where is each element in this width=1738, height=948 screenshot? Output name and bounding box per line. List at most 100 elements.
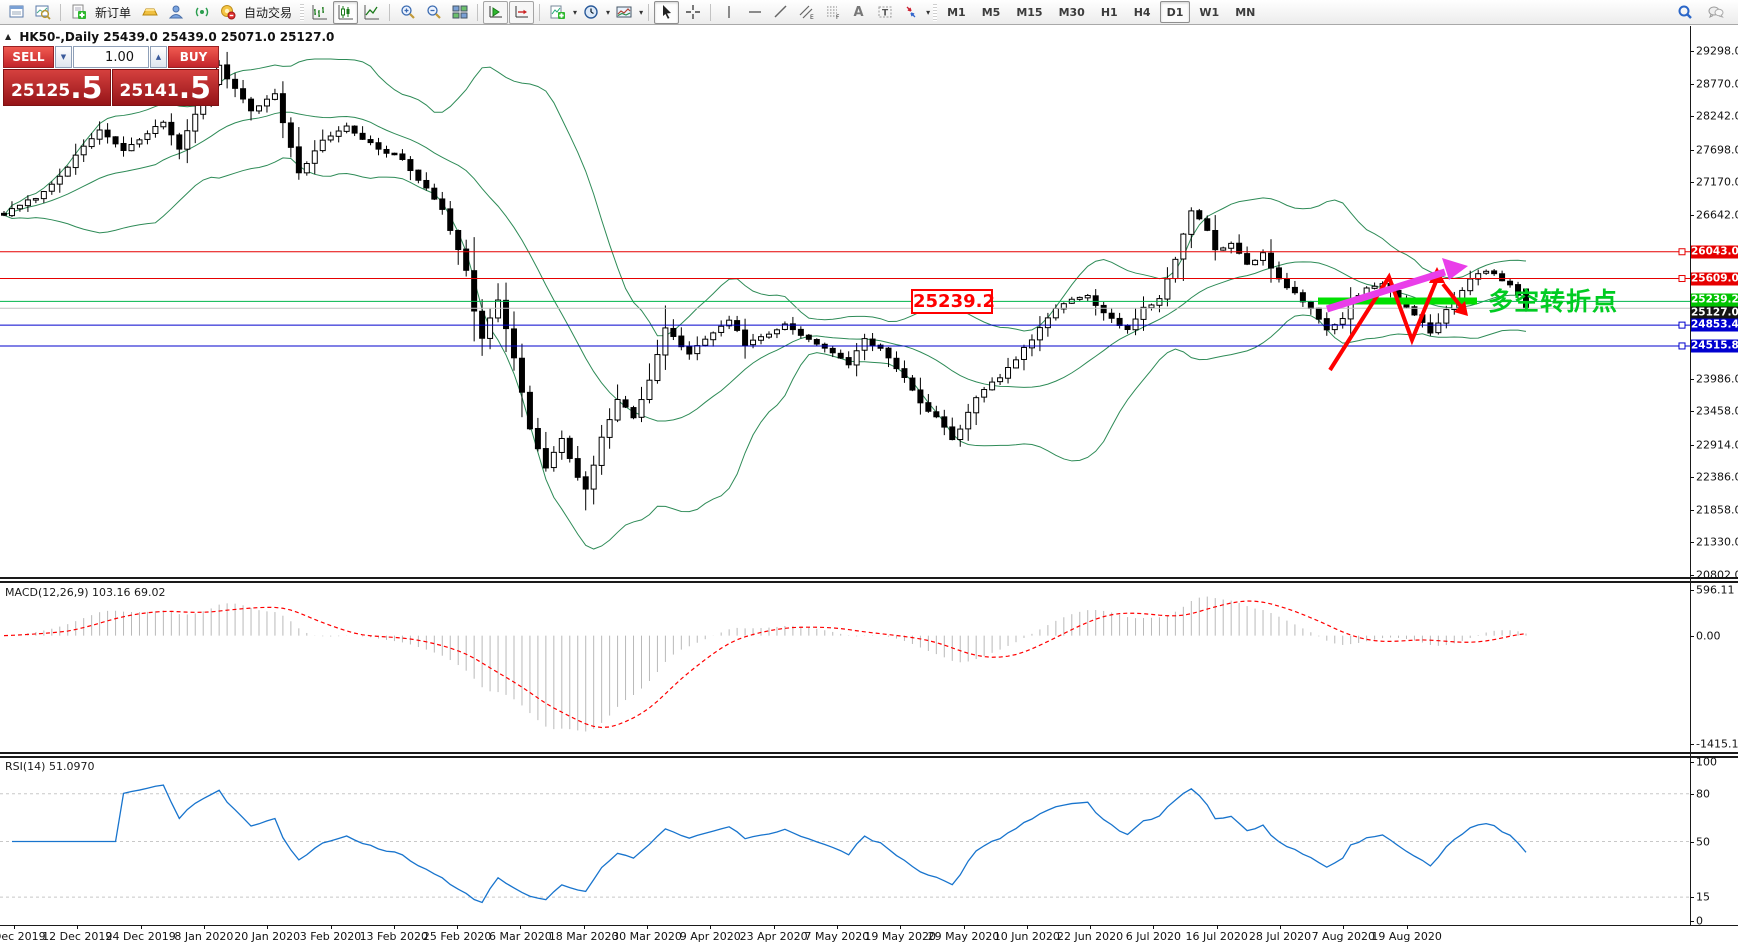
level-handle[interactable] xyxy=(1678,321,1686,329)
timeframe-w1-button[interactable]: W1 xyxy=(1199,5,1220,19)
templates-button[interactable] xyxy=(611,1,636,24)
price-axis-tickmark xyxy=(1690,214,1694,216)
time-axis-label[interactable]: 6 Mar 2020 xyxy=(489,930,552,943)
level-handle[interactable] xyxy=(1678,342,1686,350)
level-handle[interactable] xyxy=(1678,248,1686,256)
time-axis-label[interactable]: 19 May 2020 xyxy=(864,930,937,943)
panel-separator[interactable] xyxy=(0,756,1738,758)
time-axis-label[interactable]: 6 Jul 2020 xyxy=(1125,930,1182,943)
price-level-box[interactable]: 25239.2 xyxy=(911,289,995,314)
sell-price-display[interactable]: 25125.5 xyxy=(3,69,111,106)
tile-windows-button[interactable] xyxy=(447,1,472,24)
timeframe-m1-button[interactable]: M1 xyxy=(947,5,966,19)
price-level-label[interactable]: 25609.0 xyxy=(1691,272,1738,286)
new-order-button[interactable] xyxy=(66,1,91,24)
price-level-label[interactable]: 25239.2 xyxy=(1691,293,1738,307)
chat-button[interactable] xyxy=(1703,1,1728,24)
volume-increase-button[interactable]: ▲ xyxy=(150,46,167,68)
volume-decrease-button[interactable]: ▼ xyxy=(55,46,72,68)
arrows-dropdown[interactable]: ▾ xyxy=(926,7,931,17)
time-axis-label[interactable]: 23 Apr 2020 xyxy=(739,930,808,943)
zoom-in-button[interactable] xyxy=(395,1,420,24)
turning-point-annotation[interactable]: 多空转折点 xyxy=(1488,287,1619,316)
time-axis-label[interactable]: 30 Mar 2020 xyxy=(612,930,682,943)
time-axis-label[interactable]: 19 Aug 2020 xyxy=(1371,930,1442,943)
time-axis-label[interactable]: 2 Dec 2019 xyxy=(0,930,46,943)
chart-shift-button[interactable] xyxy=(509,0,535,24)
time-axis-label[interactable]: 20 Jan 2020 xyxy=(234,930,301,943)
price-level-label[interactable]: 26043.0 xyxy=(1691,245,1738,259)
time-axis-label[interactable]: 9 Apr 2020 xyxy=(679,930,741,943)
red-zigzag-arrow[interactable] xyxy=(1328,272,1439,372)
window-list-button[interactable] xyxy=(4,1,29,24)
panel-separator[interactable] xyxy=(0,581,1738,583)
text-label-button[interactable]: T xyxy=(872,1,897,24)
level-handle[interactable] xyxy=(1678,275,1686,283)
volume-input[interactable]: 1.00 xyxy=(73,46,149,68)
magenta-trend-arrow[interactable] xyxy=(1325,268,1447,313)
timeframe-m15-button[interactable]: M15 xyxy=(1016,5,1043,19)
time-axis-label[interactable]: 16 Jul 2020 xyxy=(1185,930,1248,943)
candlestick-chart-button[interactable] xyxy=(333,0,359,24)
buy-button[interactable]: BUY xyxy=(168,46,219,68)
macd-panel[interactable] xyxy=(0,583,1690,753)
collapse-ohlc-icon[interactable]: ▲ xyxy=(5,32,12,41)
cursor-button[interactable] xyxy=(654,0,680,24)
signals-button[interactable] xyxy=(189,1,214,24)
timeframe-mn-button[interactable]: MN xyxy=(1235,5,1256,19)
arrows-button[interactable] xyxy=(898,1,923,24)
timeframe-m30-button[interactable]: M30 xyxy=(1058,5,1085,19)
time-axis-label[interactable]: 28 Jul 2020 xyxy=(1248,930,1312,943)
new-order-label[interactable]: 新订单 xyxy=(95,5,132,20)
time-axis-label[interactable]: 8 Jan 2020 xyxy=(174,930,234,943)
indicators-dropdown[interactable]: ▾ xyxy=(573,7,578,17)
time-axis-label[interactable]: 7 May 2020 xyxy=(804,930,870,943)
history-center-button[interactable] xyxy=(137,1,162,24)
time-axis-label[interactable]: 13 Feb 2020 xyxy=(359,930,429,943)
price-level-label[interactable]: 25127.0 xyxy=(1691,306,1738,320)
price-chart[interactable] xyxy=(0,26,1690,578)
horizontal-line-button[interactable] xyxy=(742,1,767,24)
autotrading-button[interactable] xyxy=(215,1,240,24)
time-axis-tickmark xyxy=(1406,925,1408,929)
periods-button[interactable] xyxy=(578,1,603,24)
timeframe-d1-button[interactable]: D1 xyxy=(1159,1,1191,23)
timeframe-m5-button[interactable]: M5 xyxy=(981,5,1001,19)
trendline-button[interactable] xyxy=(768,1,793,24)
indicators-button[interactable] xyxy=(545,1,570,24)
search-button[interactable] xyxy=(1672,1,1697,24)
periods-dropdown[interactable]: ▾ xyxy=(606,7,611,17)
buy-price-display[interactable]: 25141.5 xyxy=(111,69,219,106)
rsi-panel[interactable] xyxy=(0,758,1690,925)
time-axis-label[interactable]: 7 Aug 2020 xyxy=(1311,930,1376,943)
fibonacci-button[interactable]: F xyxy=(820,1,845,24)
time-axis-label[interactable]: 29 May 2020 xyxy=(927,930,1000,943)
sell-button[interactable]: SELL xyxy=(3,46,54,68)
time-axis-label[interactable]: 18 Mar 2020 xyxy=(548,930,619,943)
price-level-label[interactable]: 24853.4 xyxy=(1691,318,1738,332)
chart-profile-button[interactable] xyxy=(30,1,55,24)
vertical-line-button[interactable] xyxy=(716,1,741,24)
time-axis-label[interactable]: 25 Feb 2020 xyxy=(422,930,492,943)
time-axis-label[interactable]: 10 Jun 2020 xyxy=(993,930,1060,943)
panel-separator[interactable] xyxy=(0,752,1738,754)
time-axis-tickmark xyxy=(14,925,15,929)
crosshair-button[interactable] xyxy=(680,1,705,24)
time-axis-label[interactable]: 12 Dec 2019 xyxy=(42,930,113,943)
bar-chart-button[interactable] xyxy=(307,1,332,24)
text-button[interactable]: A xyxy=(853,4,864,20)
autotrading-label[interactable]: 自动交易 xyxy=(244,5,293,20)
line-chart-button[interactable] xyxy=(359,1,384,24)
zoom-out-button[interactable] xyxy=(421,1,446,24)
time-axis-label[interactable]: 24 Dec 2019 xyxy=(105,930,176,943)
templates-dropdown[interactable]: ▾ xyxy=(639,7,644,17)
time-axis-label[interactable]: 22 Jun 2020 xyxy=(1057,930,1124,943)
timeframe-h4-button[interactable]: H4 xyxy=(1133,5,1151,19)
auto-scroll-button[interactable] xyxy=(483,0,509,24)
panel-separator[interactable] xyxy=(0,577,1738,579)
price-level-label[interactable]: 24515.8 xyxy=(1691,339,1738,353)
contacts-button[interactable] xyxy=(163,1,188,24)
time-axis-label[interactable]: 3 Feb 2020 xyxy=(299,930,362,943)
timeframe-h1-button[interactable]: H1 xyxy=(1100,5,1118,19)
equidistant-channel-button[interactable]: E xyxy=(794,1,819,24)
